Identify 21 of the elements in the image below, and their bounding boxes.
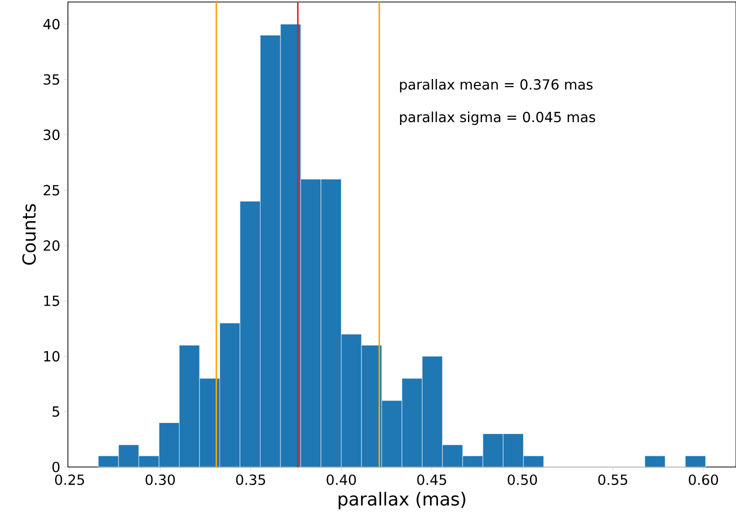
x-tick-label: 0.55 — [598, 474, 628, 486]
y-tick-label: 25 — [44, 185, 60, 196]
x-tick-label: 0.40 — [326, 474, 356, 486]
y-tick-label: 5 — [52, 406, 60, 417]
y-tick-label: 15 — [44, 296, 60, 306]
x-tick-label: 0.30 — [146, 474, 175, 486]
y-tick-label: 20 — [44, 240, 60, 251]
x-tick-label: 0.50 — [508, 474, 537, 486]
y-tick-label: 40 — [43, 18, 60, 30]
annotation: parallax mean = 0.376 mas — [400, 79, 593, 93]
y-tick-label: 30 — [44, 130, 60, 140]
x-axis-title: parallax (mas) — [338, 492, 466, 510]
x-tick-label: 0.45 — [417, 474, 446, 486]
y-tick-label: 10 — [44, 351, 60, 362]
x-tick-label: 0.60 — [688, 474, 718, 486]
y-axis-title: Counts — [22, 204, 36, 265]
x-tick-label: 0.25 — [55, 474, 84, 486]
annotation: parallax sigma = 0.045 mas — [400, 112, 596, 126]
y-tick-label: 0 — [52, 462, 60, 472]
y-tick-label: 35 — [44, 74, 60, 85]
x-tick-label: 0.35 — [236, 474, 266, 486]
